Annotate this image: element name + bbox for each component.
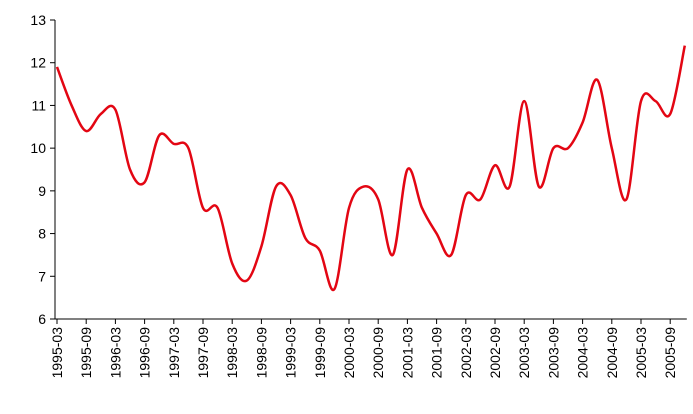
y-tick-label: 11: [31, 97, 46, 113]
y-tick-label: 8: [38, 226, 46, 242]
y-tick-label: 9: [38, 183, 46, 199]
x-tick-label: 1995-09: [78, 327, 94, 379]
y-tick-label: 6: [38, 311, 46, 327]
x-tick-label: 2001-03: [399, 327, 415, 379]
y-tick-label: 7: [38, 268, 46, 284]
x-tick-label: 2004-09: [604, 327, 620, 379]
x-tick-label: 2005-03: [633, 327, 649, 379]
x-tick-label: 2005-09: [662, 327, 678, 379]
x-tick-label: 1997-03: [166, 327, 182, 379]
y-tick-label: 13: [30, 12, 46, 28]
x-tick-label: 1998-09: [253, 327, 269, 379]
y-tick-label: 10: [30, 140, 46, 156]
x-tick-label: 1995-03: [49, 327, 65, 379]
x-tick-label: 2002-03: [458, 327, 474, 379]
x-tick-label: 1999-09: [312, 327, 328, 379]
x-tick-label: 1996-03: [107, 327, 123, 379]
x-tick-label: 2002-09: [487, 327, 503, 379]
x-tick-label: 1996-09: [137, 327, 153, 379]
x-tick-label: 2004-03: [575, 327, 591, 379]
x-tick-label: 2001-09: [429, 327, 445, 379]
x-tick-label: 2003-09: [545, 327, 561, 379]
x-tick-label: 2003-03: [516, 327, 532, 379]
x-tick-label: 2000-09: [370, 327, 386, 379]
y-tick-label: 12: [30, 55, 46, 71]
x-tick-label: 1998-03: [224, 327, 240, 379]
x-tick-label: 1997-09: [195, 327, 211, 379]
x-tick-label: 2000-03: [341, 327, 357, 379]
x-tick-label: 1999-03: [283, 327, 299, 379]
data-line: [55, 45, 687, 292]
